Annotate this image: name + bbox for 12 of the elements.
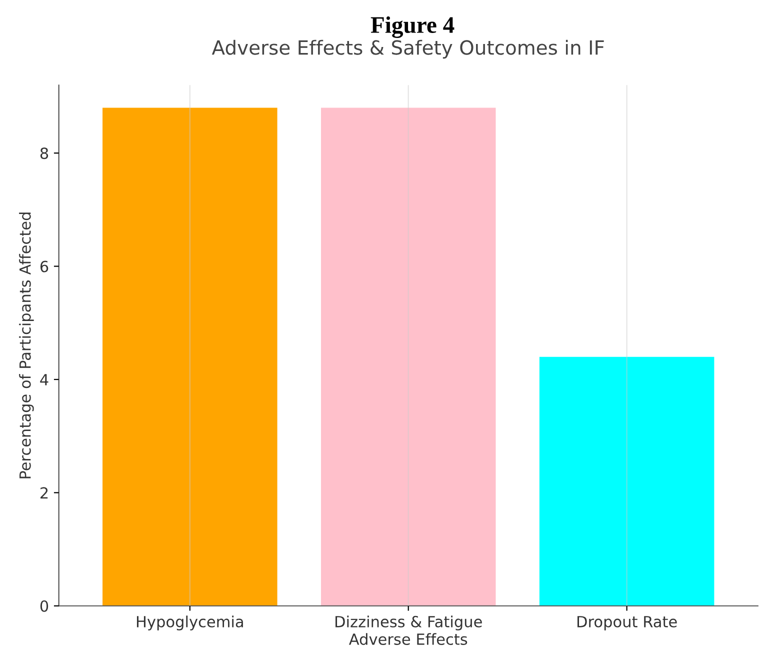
y-tick-label: 4 [40, 374, 48, 386]
x-tick-label: Dizziness & Fatigue [336, 616, 482, 630]
y-axis-title: Percentage of Participants Affected [19, 212, 34, 478]
x-tick-label: Dropout Rate [577, 616, 677, 630]
chart-subtitle: Adverse Effects & Safety Outcomes in IF [212, 40, 604, 59]
x-axis-title: Adverse Effects [348, 633, 468, 645]
y-tick-label: 6 [40, 260, 48, 272]
y-tick-label: 8 [40, 148, 48, 160]
x-tick-label: Hypoglycemia [136, 616, 243, 630]
y-tick-label: 2 [40, 487, 48, 498]
chart-title: Figure 4 [370, 16, 454, 38]
y-tick-label: 0 [40, 600, 48, 612]
